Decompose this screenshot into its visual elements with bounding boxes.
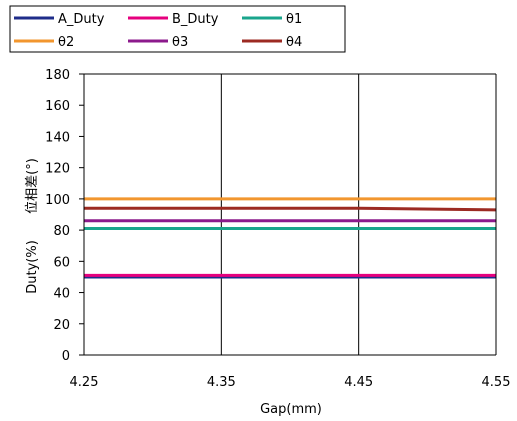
y-tick-label: 180	[45, 68, 70, 83]
legend-label: A_Duty	[58, 12, 105, 27]
y-tick-label: 40	[53, 287, 70, 302]
x-tick-labels: 4.25 4.35 4.45 4.55	[70, 375, 511, 390]
y-axis-title-phase: 位相差(°)	[25, 158, 40, 214]
x-tick-label: 4.25	[70, 375, 99, 390]
plot-area: 0 20 40 60 80 100 120 140 160 180 4.25 4.35 4.45 4.5…	[45, 68, 510, 390]
legend-label: θ4	[286, 35, 302, 50]
series-line-θ4	[84, 206, 497, 212]
legend-label: B_Duty	[172, 12, 219, 27]
y-tick-label: 20	[53, 318, 70, 333]
legend: A_Duty B_Duty θ1 θ2 θ3 θ4	[9, 5, 346, 53]
y-tick-label: 60	[53, 255, 70, 270]
x-axis-title: Gap(mm)	[260, 402, 322, 417]
y-tick-labels: 0 20 40 60 80 100 120 140 160 180	[45, 68, 70, 364]
legend-frame	[9, 5, 346, 53]
legend-label: θ2	[58, 35, 74, 50]
y-tick-label: 160	[45, 99, 70, 114]
axes	[79, 73, 497, 356]
x-tick-label: 4.55	[482, 375, 511, 390]
y-tick-label: 140	[45, 130, 70, 145]
y-tick-label: 120	[45, 162, 70, 177]
grid	[220, 74, 360, 355]
y-tick-label: 0	[62, 349, 70, 364]
x-tick-label: 4.35	[207, 375, 236, 390]
legend-label: θ3	[172, 35, 188, 50]
y-tick-label: 80	[53, 224, 70, 239]
legend-label: θ1	[286, 12, 302, 27]
x-tick-label: 4.45	[344, 375, 373, 390]
y-axis-title-duty: Duty(%)	[25, 240, 40, 294]
series-lines	[84, 197, 497, 279]
y-tick-label: 100	[45, 193, 70, 208]
